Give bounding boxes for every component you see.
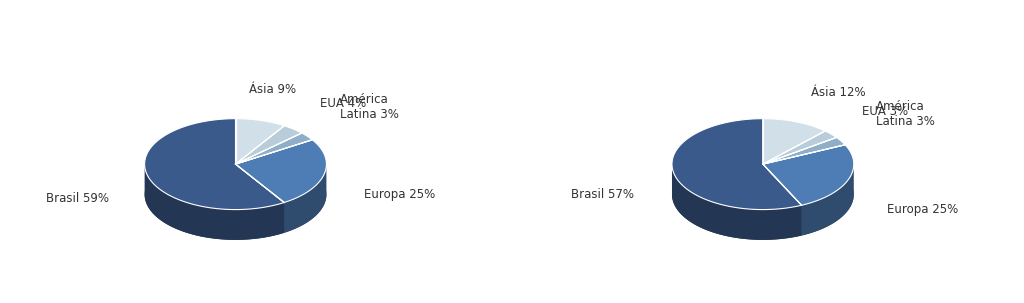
Polygon shape: [672, 119, 802, 210]
Polygon shape: [236, 119, 285, 164]
Polygon shape: [763, 145, 854, 205]
Polygon shape: [763, 149, 825, 195]
Polygon shape: [236, 163, 312, 195]
Polygon shape: [763, 168, 845, 195]
Polygon shape: [236, 133, 312, 164]
Text: EUA 3%: EUA 3%: [862, 105, 908, 118]
Polygon shape: [144, 119, 285, 210]
Text: Ásia 12%: Ásia 12%: [811, 86, 866, 98]
Text: Brasil 59%: Brasil 59%: [46, 192, 109, 205]
Text: América
Latina 3%: América Latina 3%: [340, 93, 398, 121]
Polygon shape: [763, 131, 837, 164]
Polygon shape: [236, 140, 327, 202]
Polygon shape: [763, 161, 837, 195]
Text: EUA 4%: EUA 4%: [319, 97, 366, 110]
Text: América
Latina 3%: América Latina 3%: [877, 100, 935, 128]
Polygon shape: [763, 175, 854, 235]
Polygon shape: [802, 164, 854, 235]
Polygon shape: [236, 126, 302, 164]
Polygon shape: [672, 165, 802, 240]
Polygon shape: [763, 119, 825, 164]
Text: Europa 25%: Europa 25%: [887, 203, 958, 216]
Polygon shape: [236, 156, 302, 195]
Polygon shape: [236, 149, 285, 195]
Polygon shape: [672, 149, 802, 240]
Polygon shape: [144, 149, 285, 240]
Text: Brasil 57%: Brasil 57%: [571, 188, 634, 201]
Polygon shape: [144, 165, 285, 240]
Text: Ásia 9%: Ásia 9%: [249, 83, 296, 96]
Polygon shape: [236, 170, 327, 233]
Text: Europa 25%: Europa 25%: [365, 188, 435, 201]
Polygon shape: [763, 137, 845, 164]
Polygon shape: [285, 165, 327, 233]
